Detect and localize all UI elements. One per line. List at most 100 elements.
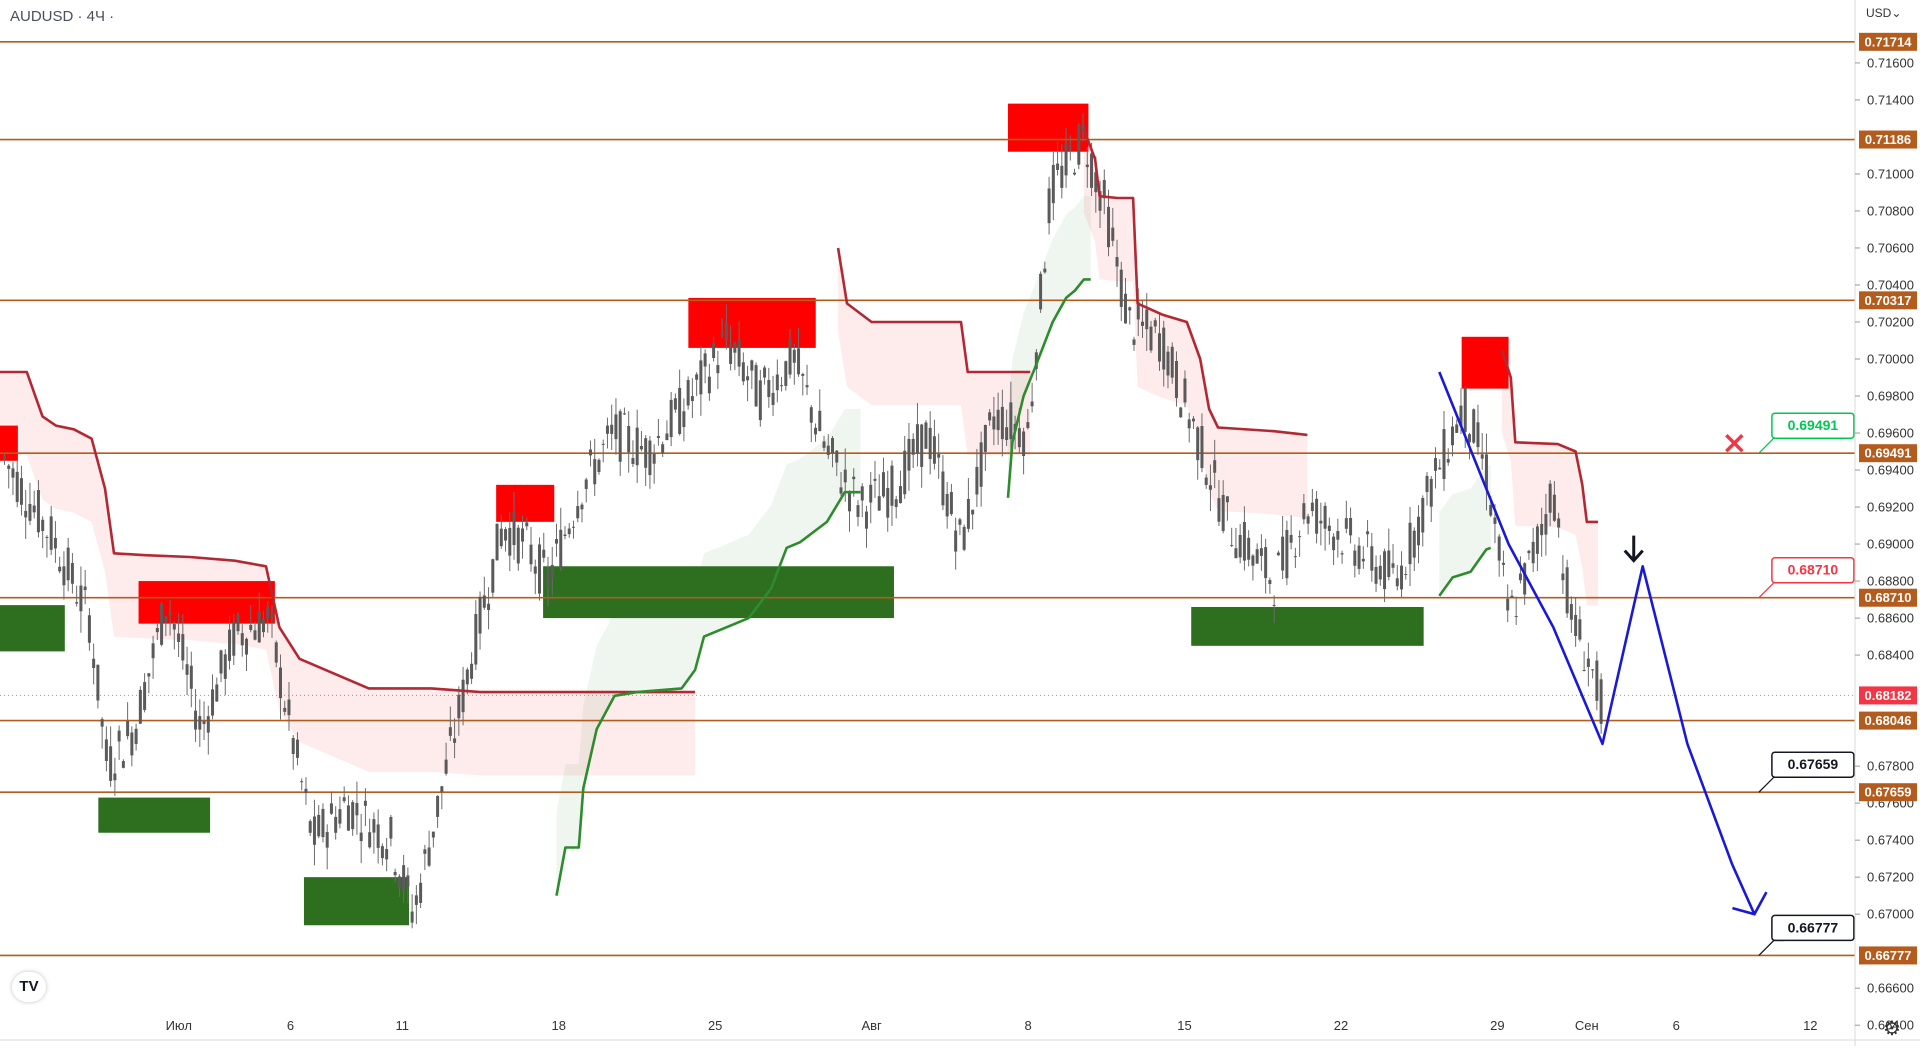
candle-body bbox=[1302, 503, 1306, 520]
y-tick-label: 0.68400 bbox=[1867, 648, 1914, 663]
candle-body bbox=[376, 824, 380, 848]
candle-body bbox=[737, 339, 741, 367]
candle-body bbox=[1523, 563, 1527, 595]
resistance-line-3 bbox=[1500, 349, 1598, 524]
candle-body bbox=[436, 795, 440, 817]
candle-body bbox=[1064, 143, 1068, 176]
candle-body bbox=[1153, 320, 1157, 327]
candle-body bbox=[1370, 546, 1374, 571]
candle-body bbox=[1162, 327, 1166, 370]
support-band-4 bbox=[556, 409, 861, 896]
candle-body bbox=[1264, 547, 1268, 579]
candle-body bbox=[707, 376, 711, 394]
candle-body bbox=[232, 621, 236, 656]
candle-body bbox=[1022, 431, 1026, 456]
candle-body bbox=[1060, 165, 1064, 188]
candle-body bbox=[465, 669, 469, 685]
candle-body bbox=[920, 424, 924, 467]
candle-body bbox=[1417, 516, 1421, 546]
candle-body bbox=[49, 516, 53, 550]
candle-body bbox=[1595, 660, 1599, 701]
candle-body bbox=[1315, 498, 1319, 534]
level-price-label-7: 0.66777 bbox=[1865, 948, 1912, 963]
candle-body bbox=[758, 380, 762, 421]
candle-body bbox=[894, 499, 898, 508]
candle-body bbox=[342, 797, 346, 802]
candle-body bbox=[788, 338, 792, 375]
candle-body bbox=[504, 529, 508, 541]
candle-body bbox=[219, 650, 223, 674]
candle-body bbox=[389, 816, 393, 839]
x-tick-label: 25 bbox=[708, 1018, 722, 1033]
candle-body bbox=[1306, 516, 1310, 524]
y-tick-label: 0.69800 bbox=[1867, 389, 1914, 404]
candle-body bbox=[194, 710, 198, 730]
y-tick-label: 0.70400 bbox=[1867, 277, 1914, 292]
candle-body bbox=[380, 846, 384, 859]
candle-body bbox=[703, 353, 707, 367]
candle-body bbox=[588, 449, 592, 456]
candle-body bbox=[62, 566, 66, 586]
candle-body bbox=[1434, 458, 1438, 471]
candle-body bbox=[2, 455, 6, 460]
candle-body bbox=[138, 689, 142, 724]
candle-body bbox=[512, 511, 516, 545]
candle-body bbox=[618, 411, 622, 462]
candle-body bbox=[1136, 302, 1140, 320]
candle-body bbox=[304, 788, 308, 794]
candle-body bbox=[690, 396, 694, 402]
candle-body bbox=[516, 527, 520, 564]
candle-body bbox=[886, 487, 890, 518]
forecast-path-7 bbox=[1438, 371, 1756, 915]
level-price-tag-5 bbox=[1859, 711, 1917, 730]
gear-icon[interactable]: ⚙ bbox=[1883, 1018, 1901, 1040]
candle-body bbox=[1030, 401, 1034, 407]
candle-body bbox=[414, 895, 418, 905]
tradingview-logo[interactable]: TV bbox=[12, 972, 46, 1002]
candle-body bbox=[686, 380, 690, 406]
y-tick-label: 0.70600 bbox=[1867, 240, 1914, 255]
candle-body bbox=[915, 424, 919, 454]
candle-body bbox=[58, 566, 62, 572]
callout-label-0: 0.69491 bbox=[1788, 417, 1839, 433]
candle-body bbox=[665, 433, 669, 441]
candle-body bbox=[92, 658, 96, 668]
candle-body bbox=[474, 614, 478, 665]
candle-body bbox=[695, 374, 699, 380]
symbol-title[interactable]: AUDUSD · 4Ч · bbox=[10, 8, 115, 25]
candle-body bbox=[1446, 459, 1450, 463]
candle-body bbox=[1361, 558, 1365, 562]
candle-body bbox=[24, 510, 28, 518]
callout-pointer-0 bbox=[1758, 437, 1784, 454]
candle-body bbox=[155, 628, 159, 633]
y-tick-label: 0.67800 bbox=[1867, 759, 1914, 774]
candle-body bbox=[1387, 550, 1391, 578]
candle-body bbox=[1569, 604, 1573, 620]
candle-body bbox=[236, 614, 240, 632]
supply-zone-3 bbox=[688, 297, 816, 348]
y-tick-label: 0.71600 bbox=[1867, 55, 1914, 70]
x-tick-label: 12 bbox=[1803, 1018, 1817, 1033]
currency-selector[interactable]: USD⌄ bbox=[1866, 6, 1902, 20]
candle-body bbox=[1472, 409, 1476, 443]
candle-body bbox=[775, 374, 779, 391]
support-band-5 bbox=[1008, 196, 1091, 498]
callout-pointer-2 bbox=[1758, 776, 1784, 793]
y-tick-label: 0.69600 bbox=[1867, 426, 1914, 441]
candle-body bbox=[720, 333, 724, 336]
candle-body bbox=[1463, 387, 1467, 432]
candle-body bbox=[1247, 537, 1251, 560]
candle-body bbox=[87, 615, 91, 643]
candle-body bbox=[397, 876, 401, 888]
x-tick-label: Авг bbox=[861, 1018, 882, 1033]
candle-body bbox=[1170, 346, 1174, 378]
candle-body bbox=[1391, 563, 1395, 568]
candle-body bbox=[911, 438, 915, 455]
candle-body bbox=[1034, 352, 1038, 369]
candle-body bbox=[576, 506, 580, 519]
y-tick-label: 0.69200 bbox=[1867, 500, 1914, 515]
candle-body bbox=[1476, 422, 1480, 448]
candle-body bbox=[1094, 172, 1098, 193]
